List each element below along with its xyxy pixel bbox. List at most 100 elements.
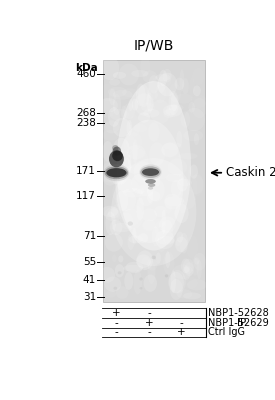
Ellipse shape bbox=[112, 174, 119, 184]
Ellipse shape bbox=[175, 204, 189, 223]
Text: Caskin 2: Caskin 2 bbox=[226, 166, 275, 179]
Ellipse shape bbox=[101, 168, 117, 182]
Ellipse shape bbox=[113, 138, 130, 158]
Ellipse shape bbox=[148, 75, 159, 93]
Ellipse shape bbox=[116, 81, 191, 250]
Ellipse shape bbox=[104, 120, 119, 133]
Text: 55: 55 bbox=[83, 257, 96, 267]
Ellipse shape bbox=[184, 262, 194, 276]
Ellipse shape bbox=[108, 169, 128, 185]
Ellipse shape bbox=[116, 190, 136, 211]
Ellipse shape bbox=[194, 257, 199, 265]
Ellipse shape bbox=[122, 88, 138, 97]
Text: kDa: kDa bbox=[76, 64, 98, 74]
Ellipse shape bbox=[104, 276, 121, 292]
Ellipse shape bbox=[108, 87, 127, 97]
Ellipse shape bbox=[163, 69, 172, 82]
Text: 460: 460 bbox=[76, 69, 96, 79]
Ellipse shape bbox=[183, 259, 194, 274]
Ellipse shape bbox=[105, 166, 128, 179]
Text: 31: 31 bbox=[83, 292, 96, 302]
Ellipse shape bbox=[113, 94, 121, 115]
Ellipse shape bbox=[155, 221, 168, 238]
Text: +: + bbox=[145, 318, 154, 328]
Ellipse shape bbox=[124, 272, 133, 290]
Ellipse shape bbox=[163, 105, 182, 117]
Ellipse shape bbox=[112, 223, 132, 232]
Ellipse shape bbox=[170, 279, 183, 300]
Ellipse shape bbox=[153, 160, 171, 179]
Ellipse shape bbox=[163, 109, 175, 118]
Ellipse shape bbox=[99, 267, 115, 283]
Ellipse shape bbox=[155, 74, 170, 81]
Ellipse shape bbox=[113, 72, 126, 79]
Ellipse shape bbox=[169, 270, 186, 294]
Ellipse shape bbox=[172, 264, 193, 279]
Ellipse shape bbox=[126, 120, 132, 136]
Ellipse shape bbox=[164, 194, 180, 210]
Ellipse shape bbox=[183, 130, 203, 141]
Ellipse shape bbox=[137, 250, 153, 270]
Ellipse shape bbox=[148, 186, 153, 190]
Ellipse shape bbox=[142, 219, 155, 231]
Ellipse shape bbox=[159, 217, 176, 233]
Ellipse shape bbox=[122, 209, 140, 226]
Ellipse shape bbox=[161, 210, 166, 234]
Ellipse shape bbox=[115, 264, 124, 278]
Ellipse shape bbox=[177, 289, 192, 298]
Ellipse shape bbox=[169, 83, 182, 102]
Ellipse shape bbox=[143, 172, 152, 185]
Text: -: - bbox=[148, 327, 151, 337]
Ellipse shape bbox=[98, 98, 118, 113]
Ellipse shape bbox=[111, 158, 196, 266]
Ellipse shape bbox=[123, 265, 143, 272]
Ellipse shape bbox=[144, 274, 157, 292]
Ellipse shape bbox=[148, 122, 160, 142]
Ellipse shape bbox=[139, 164, 162, 180]
Ellipse shape bbox=[125, 262, 143, 273]
Ellipse shape bbox=[184, 108, 205, 131]
Text: +: + bbox=[177, 327, 186, 337]
Ellipse shape bbox=[106, 290, 116, 298]
Ellipse shape bbox=[132, 98, 138, 111]
Ellipse shape bbox=[132, 228, 137, 244]
Ellipse shape bbox=[166, 104, 184, 111]
Ellipse shape bbox=[141, 102, 155, 112]
Ellipse shape bbox=[121, 106, 127, 119]
Ellipse shape bbox=[149, 142, 165, 166]
Ellipse shape bbox=[154, 206, 166, 217]
Ellipse shape bbox=[110, 109, 129, 120]
Ellipse shape bbox=[126, 164, 143, 174]
Ellipse shape bbox=[178, 160, 182, 177]
Text: 238: 238 bbox=[76, 118, 96, 128]
Ellipse shape bbox=[126, 132, 142, 151]
Ellipse shape bbox=[175, 240, 181, 246]
Ellipse shape bbox=[157, 236, 175, 245]
Ellipse shape bbox=[155, 175, 160, 186]
Ellipse shape bbox=[101, 206, 118, 217]
Ellipse shape bbox=[175, 236, 187, 252]
Ellipse shape bbox=[148, 90, 158, 100]
Ellipse shape bbox=[191, 257, 199, 276]
Ellipse shape bbox=[176, 94, 192, 104]
Ellipse shape bbox=[168, 158, 187, 176]
Ellipse shape bbox=[128, 148, 148, 173]
Ellipse shape bbox=[128, 222, 133, 226]
Ellipse shape bbox=[104, 207, 122, 221]
Ellipse shape bbox=[138, 233, 148, 243]
Ellipse shape bbox=[113, 90, 133, 100]
Ellipse shape bbox=[147, 179, 165, 202]
Ellipse shape bbox=[143, 109, 160, 118]
Ellipse shape bbox=[155, 230, 175, 249]
Text: IP/WB: IP/WB bbox=[134, 39, 174, 53]
Text: -: - bbox=[180, 318, 183, 328]
Ellipse shape bbox=[101, 56, 119, 80]
Ellipse shape bbox=[165, 251, 170, 268]
Ellipse shape bbox=[171, 270, 176, 293]
Ellipse shape bbox=[179, 69, 184, 92]
Ellipse shape bbox=[148, 260, 155, 284]
Ellipse shape bbox=[183, 292, 201, 299]
Ellipse shape bbox=[182, 78, 189, 94]
Ellipse shape bbox=[161, 219, 174, 244]
Ellipse shape bbox=[112, 146, 121, 156]
